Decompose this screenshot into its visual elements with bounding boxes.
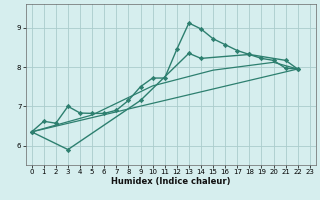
X-axis label: Humidex (Indice chaleur): Humidex (Indice chaleur) (111, 177, 230, 186)
